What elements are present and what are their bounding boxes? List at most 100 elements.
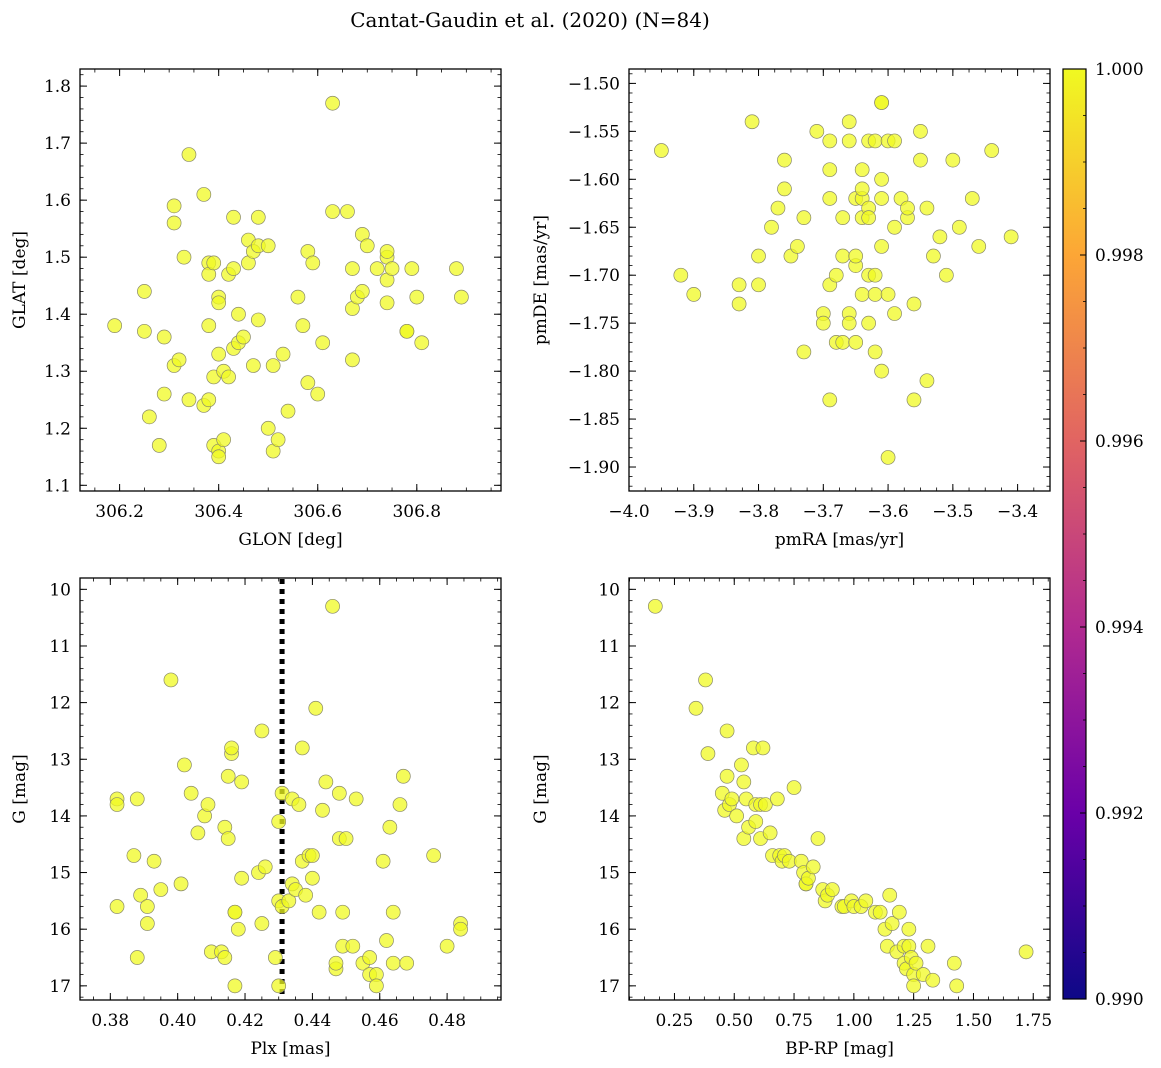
data-point xyxy=(984,143,1000,158)
data-point xyxy=(375,853,391,869)
data-point xyxy=(1018,944,1034,960)
data-point xyxy=(439,938,455,954)
colorbar: 0.990 0.992 0.994 0.996 0.998 1.000 xyxy=(1062,60,1144,1010)
y-tick-label: −1.65 xyxy=(568,218,620,238)
data-point xyxy=(854,287,870,302)
x-tick-label: −3.5 xyxy=(932,502,973,522)
data-point xyxy=(315,335,331,351)
y-tick-label: 11 xyxy=(598,637,620,657)
data-point xyxy=(137,284,152,299)
colorbar-tick-label: 0.994 xyxy=(1095,618,1144,638)
data-point xyxy=(294,740,310,756)
data-point xyxy=(835,210,851,226)
data-point xyxy=(951,219,967,235)
data-point xyxy=(399,955,415,971)
data-point xyxy=(280,403,296,419)
data-point xyxy=(777,152,792,168)
data-point xyxy=(305,255,321,271)
data-point xyxy=(822,133,838,149)
data-point xyxy=(719,768,735,784)
data-point xyxy=(453,921,468,937)
data-point xyxy=(654,143,669,158)
x-tick-label: 0.38 xyxy=(91,1011,129,1031)
data-point xyxy=(867,344,883,360)
y-axis-label: pmDE [mas/yr] xyxy=(531,215,551,345)
data-point xyxy=(335,904,351,920)
data-point xyxy=(140,899,155,914)
data-point xyxy=(454,289,469,305)
data-point xyxy=(221,369,236,385)
data-point xyxy=(109,797,125,812)
data-point xyxy=(295,318,311,333)
panel-plx-g: 0.38 0.40 0.42 0.44 0.46 0.48 10 11 12 13 14 15 16 17… xyxy=(10,577,502,1059)
x-tick-label: 0.50 xyxy=(715,1011,753,1031)
data-point xyxy=(854,162,870,178)
data-point xyxy=(305,870,320,886)
y-tick-label: 1.5 xyxy=(44,248,71,268)
data-point xyxy=(369,978,384,994)
data-point xyxy=(913,152,928,168)
data-point xyxy=(310,386,326,402)
data-point xyxy=(109,899,125,914)
data-point xyxy=(318,774,334,790)
data-point xyxy=(867,287,883,302)
data-point xyxy=(449,261,464,276)
data-point xyxy=(227,978,243,994)
data-point xyxy=(404,261,420,276)
data-point xyxy=(946,955,962,971)
data-point xyxy=(884,916,900,931)
data-point xyxy=(305,848,320,863)
data-point xyxy=(362,950,377,965)
data-point xyxy=(409,289,425,305)
x-tick-label: 1.75 xyxy=(1014,1011,1052,1031)
data-point xyxy=(734,757,749,773)
scatter-points xyxy=(107,95,469,465)
data-point xyxy=(230,921,246,937)
y-tick-label: 14 xyxy=(598,807,620,827)
data-point xyxy=(328,955,344,971)
data-point xyxy=(426,848,441,863)
panel-glon-glat: 306.2 306.4 306.6 306.8 1.1 1.2 1.3 1.4 1.5 1.6 1.… xyxy=(10,68,502,550)
y-tick-label: −1.90 xyxy=(568,458,620,478)
data-point xyxy=(271,978,287,994)
data-point xyxy=(861,210,876,226)
data-point xyxy=(300,375,316,390)
data-point xyxy=(919,200,935,216)
x-tick-label: −3.8 xyxy=(738,502,779,522)
x-tick-label: 0.40 xyxy=(159,1011,197,1031)
y-tick-label: 1.6 xyxy=(44,191,71,211)
data-point xyxy=(173,876,189,892)
scatter-points xyxy=(647,598,1034,994)
data-point xyxy=(379,295,395,311)
data-point xyxy=(1003,229,1019,245)
y-tick-label: 12 xyxy=(49,694,71,714)
x-tick-label: −4.0 xyxy=(608,502,649,522)
x-tick-label: 0.75 xyxy=(775,1011,813,1031)
x-tick-label: −3.9 xyxy=(673,502,714,522)
data-point xyxy=(882,887,898,903)
panel-bprp-g: 0.25 0.50 0.75 1.00 1.25 1.50 1.75 10 11 12 13 14 15… xyxy=(531,577,1052,1059)
x-tick-label: −3.4 xyxy=(997,502,1038,522)
data-point xyxy=(815,315,831,331)
data-point xyxy=(872,904,888,920)
data-point xyxy=(325,204,340,219)
data-point xyxy=(126,848,142,863)
data-point xyxy=(757,797,773,812)
data-point xyxy=(790,239,805,254)
y-axis-label: G [mag] xyxy=(10,754,30,823)
data-point xyxy=(234,870,250,886)
data-point xyxy=(751,248,766,264)
data-point xyxy=(291,797,307,812)
y-tick-label: 13 xyxy=(49,750,71,770)
data-point xyxy=(919,373,935,389)
data-point xyxy=(270,432,286,448)
colorbar-tick-label: 1.000 xyxy=(1095,60,1144,80)
data-point xyxy=(211,346,227,362)
data-point xyxy=(354,284,370,299)
data-point xyxy=(201,318,217,333)
data-point xyxy=(719,723,735,739)
data-point xyxy=(874,239,889,254)
colorbar-gradient xyxy=(1063,69,1086,999)
data-point xyxy=(190,825,206,841)
y-tick-label: 1.3 xyxy=(44,362,71,382)
